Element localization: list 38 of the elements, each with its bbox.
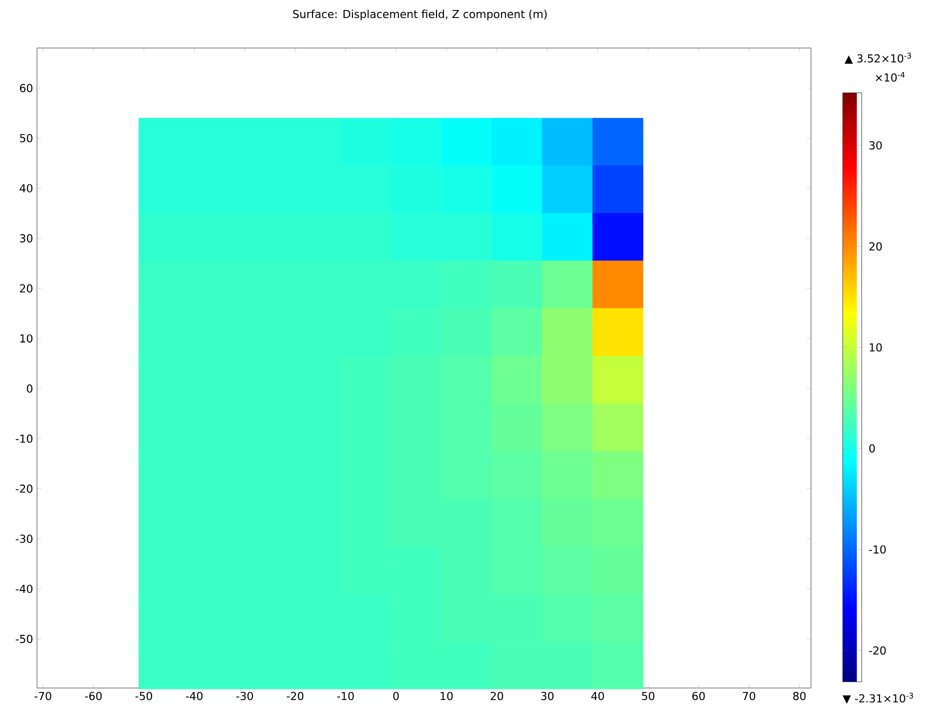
y-tick-label: -40 — [16, 584, 32, 593]
y-tick-label: 50 — [20, 134, 32, 142]
x-tick-label: 70 — [742, 692, 756, 700]
x-tick-label: -30 — [236, 692, 253, 700]
color-bar-label: 10 — [870, 343, 882, 352]
x-tick-label: 20 — [490, 692, 504, 700]
y-tick-label: 20 — [20, 284, 32, 293]
y-tick-label: 40 — [20, 184, 32, 192]
x-tick-label: -10 — [337, 692, 354, 700]
color-bar-label: -20 — [869, 646, 886, 655]
x-tick-label: -70 — [34, 692, 52, 700]
color-bar-label: 0 — [869, 444, 875, 453]
text: ▲ 3.52×10$^{-3}$ — [844, 52, 912, 64]
color-bar-title: ×10$^{-4}$ — [876, 72, 905, 82]
x-tick-label: 30 — [541, 692, 554, 700]
x-tick-label: 10 — [440, 692, 453, 700]
y-tick-label: 30 — [20, 234, 32, 242]
x-tick-label: 40 — [591, 692, 604, 700]
x-tick-label: 0 — [393, 692, 399, 700]
y-tick-label: -20 — [16, 484, 32, 493]
x-tick-label: -40 — [186, 692, 203, 700]
x-tick-label: 60 — [692, 692, 705, 700]
y-tick-label: -30 — [16, 534, 32, 543]
chart-title: Surface: Displacement field, Z component (m) — [293, 10, 547, 20]
color-bar-label: 20 — [869, 242, 882, 251]
y-tick-label: 10 — [20, 334, 32, 343]
y-tick-label: 60 — [20, 84, 32, 92]
y-tick-label: 0 — [26, 384, 32, 393]
y-tick-label: -10 — [16, 434, 32, 443]
color-bar-label: -10 — [869, 545, 886, 554]
text: ▼ -2.31×10$^{-3}$ — [842, 692, 913, 704]
x-tick-label: -20 — [286, 692, 304, 700]
x-tick-label: -50 — [135, 692, 152, 700]
color-bar-label: 30 — [869, 141, 882, 150]
x-tick-label: 80 — [793, 692, 806, 700]
x-tick-label: 50 — [642, 692, 654, 700]
x-tick-label: -60 — [85, 692, 102, 700]
y-tick-label: -50 — [16, 634, 32, 644]
